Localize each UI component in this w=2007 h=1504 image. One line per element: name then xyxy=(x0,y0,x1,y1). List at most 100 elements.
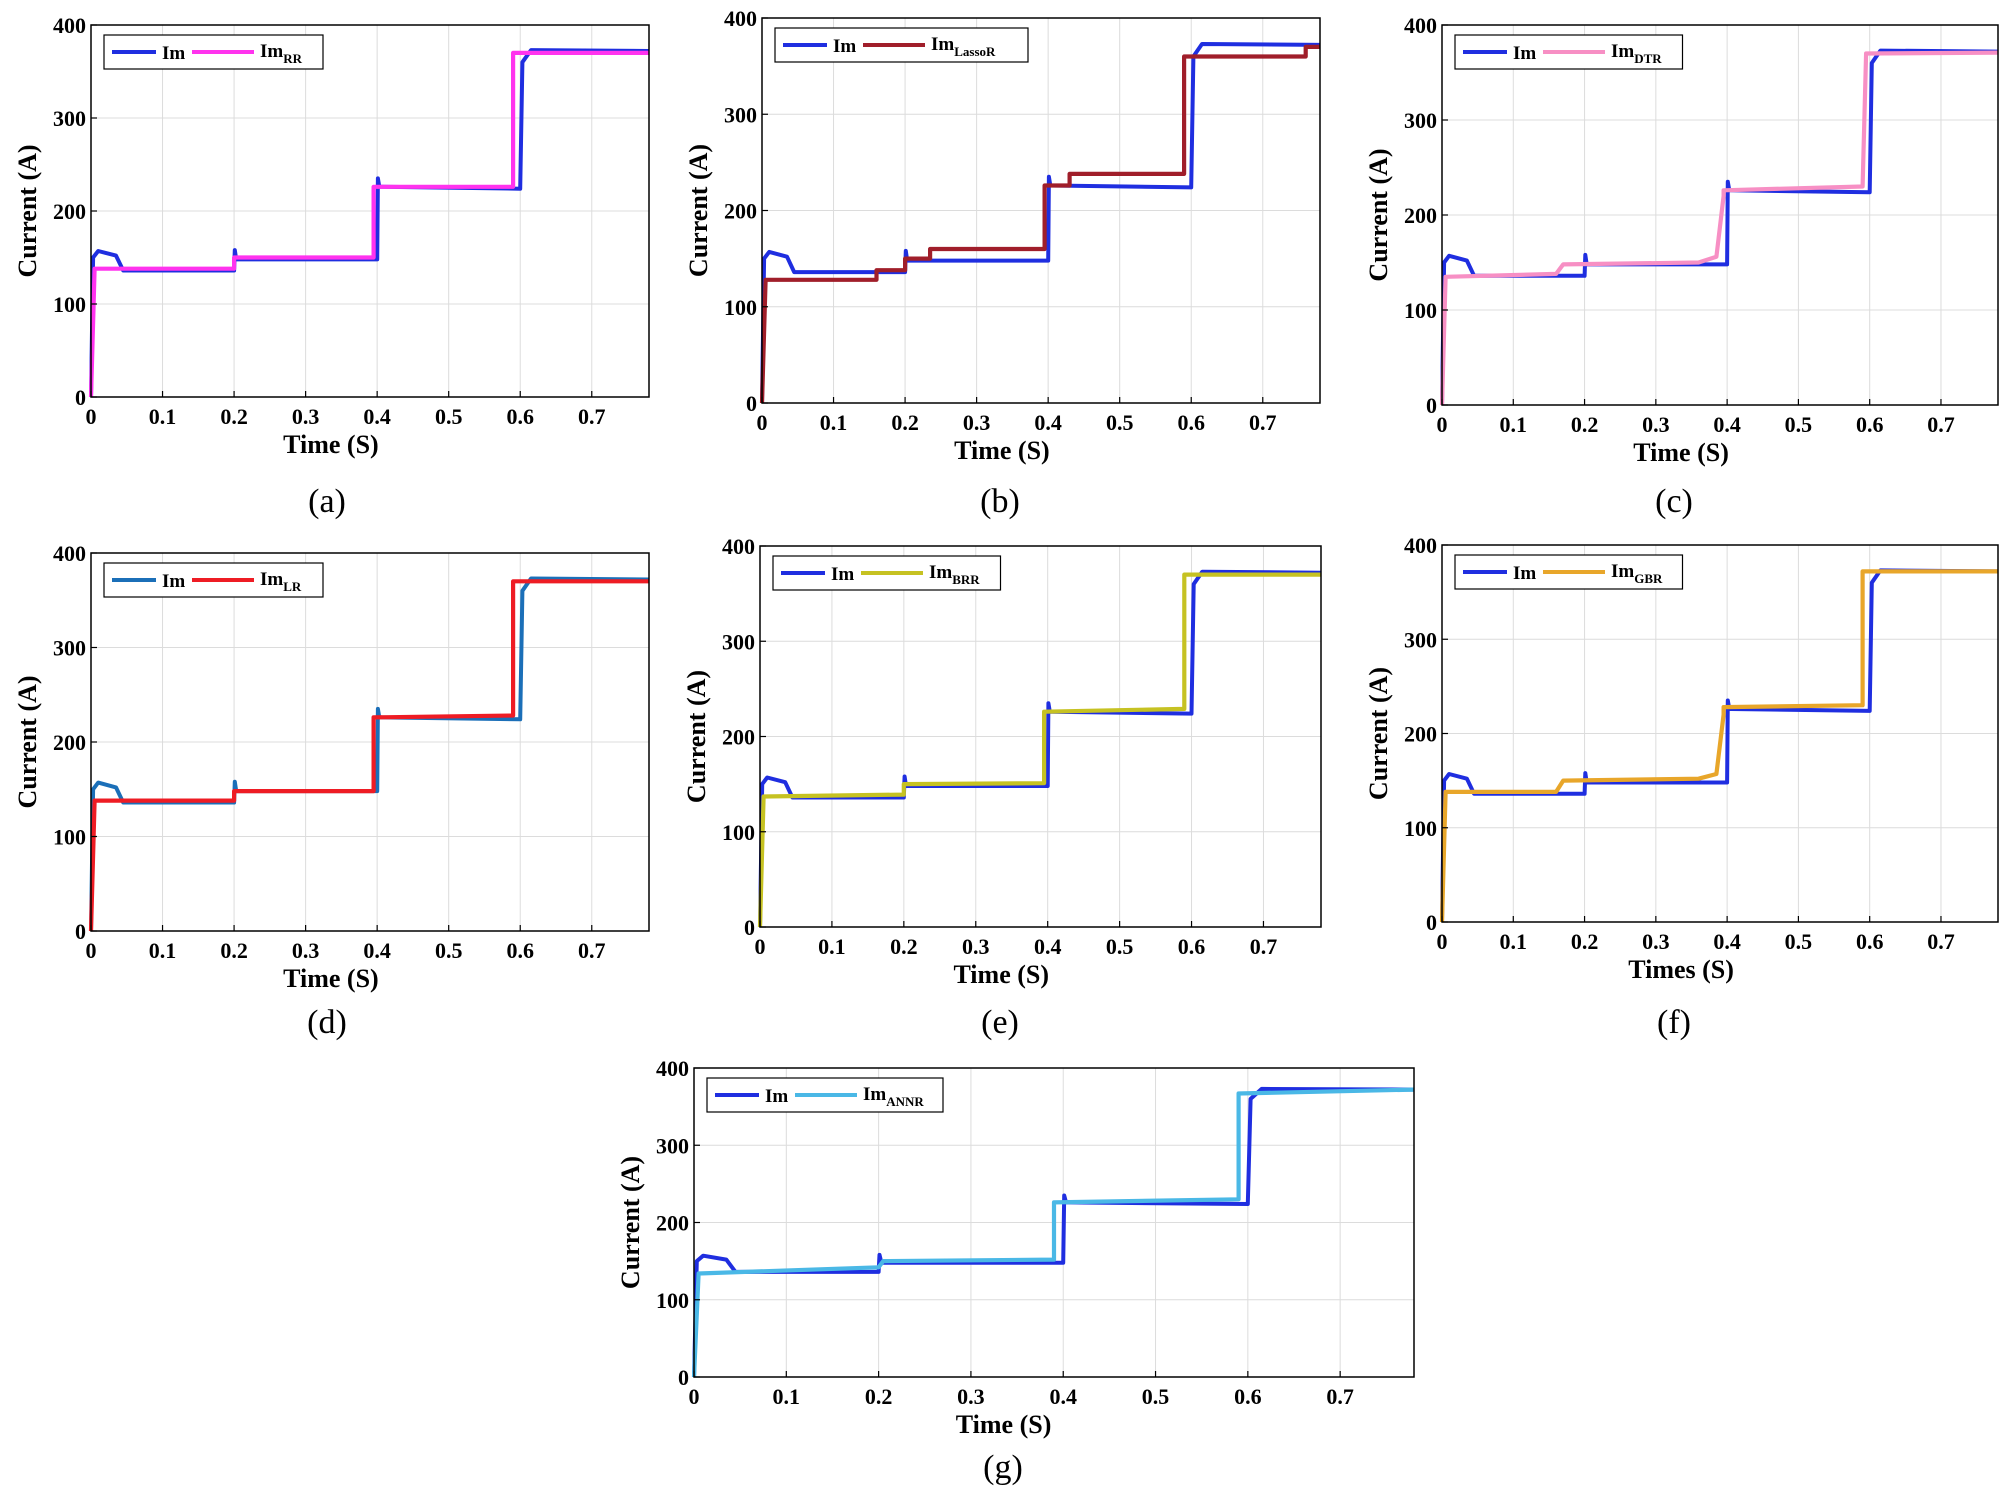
y-tick-label: 0 xyxy=(1426,910,1437,935)
y-tick-label: 300 xyxy=(1404,627,1437,652)
y-tick-label: 400 xyxy=(53,541,86,566)
panel-caption: (d) xyxy=(307,1004,347,1041)
legend: Im ImLR xyxy=(103,562,324,598)
panel-caption: (a) xyxy=(308,483,346,520)
x-tick-label: 0.1 xyxy=(818,934,846,959)
legend: Im ImBRR xyxy=(772,555,1002,591)
x-tick-label: 0.2 xyxy=(1571,412,1599,437)
x-tick-label: 0.5 xyxy=(435,404,463,429)
y-axis-label: Current (A) xyxy=(13,144,42,277)
x-tick-label: 0.1 xyxy=(1500,412,1528,437)
x-tick-label: 0.5 xyxy=(435,938,463,963)
legend-label-im: Im xyxy=(831,564,854,585)
legend-label-im: Im xyxy=(833,36,856,57)
chart-panel-a: 0 0.1 0.2 0.3 0.4 0.5 0.6 0.7 0 100 200 300 400 Time … xyxy=(13,13,650,520)
x-tick-label: 0.7 xyxy=(1250,934,1278,959)
y-tick-label: 300 xyxy=(53,106,86,131)
series-line-dtr xyxy=(1439,50,1999,406)
x-tick-label: 0.7 xyxy=(1249,410,1277,435)
y-tick-label: 200 xyxy=(656,1211,689,1236)
x-tick-label: 0.6 xyxy=(1856,929,1884,954)
legend: Im ImDTR xyxy=(1454,34,1684,70)
panel-caption: (e) xyxy=(981,1004,1019,1041)
series-line-gbr xyxy=(1439,569,1998,923)
series-line-lassor xyxy=(759,44,1320,404)
x-tick-label: 0.1 xyxy=(149,404,177,429)
y-tick-label: 100 xyxy=(722,820,755,845)
y-tick-label: 0 xyxy=(746,391,757,416)
x-tick-label: 0 xyxy=(1437,412,1448,437)
y-tick-label: 200 xyxy=(53,199,86,224)
y-tick-label: 200 xyxy=(724,199,757,224)
y-tick-label: 400 xyxy=(722,534,755,559)
x-tick-label: 0.4 xyxy=(363,938,391,963)
x-axis-label: Time (S) xyxy=(953,960,1049,989)
y-tick-label: 0 xyxy=(75,385,86,410)
x-tick-label: 0.7 xyxy=(1927,412,1955,437)
x-tick-label: 0.5 xyxy=(1142,1384,1170,1409)
series-line-brr xyxy=(757,572,1321,928)
x-tick-label: 0 xyxy=(757,410,768,435)
x-tick-label: 0.3 xyxy=(957,1384,985,1409)
y-tick-label: 200 xyxy=(53,730,86,755)
y-tick-label: 100 xyxy=(1404,298,1437,323)
chart-panel-d: 0 0.1 0.2 0.3 0.4 0.5 0.6 0.7 0 100 200 300 400 Time … xyxy=(13,541,650,1041)
x-tick-label: 0.2 xyxy=(865,1384,893,1409)
x-tick-label: 0.5 xyxy=(1785,412,1813,437)
x-tick-label: 0.4 xyxy=(1034,934,1062,959)
x-axis-label: Time (S) xyxy=(954,436,1050,465)
x-tick-label: 0.7 xyxy=(578,938,606,963)
y-axis-label: Current (A) xyxy=(684,144,713,277)
x-tick-label: 0.4 xyxy=(363,404,391,429)
y-tick-label: 300 xyxy=(53,636,86,661)
panel-caption: (c) xyxy=(1655,483,1693,520)
y-tick-label: 100 xyxy=(724,295,757,320)
x-axis-label: Time (S) xyxy=(283,964,379,993)
y-axis-label: Current (A) xyxy=(1364,667,1393,800)
y-tick-label: 0 xyxy=(678,1365,689,1390)
x-tick-label: 0 xyxy=(86,938,97,963)
legend-label-im: Im xyxy=(162,43,185,64)
x-tick-label: 0.6 xyxy=(1856,412,1884,437)
x-tick-label: 0.4 xyxy=(1049,1384,1077,1409)
y-axis-label: Current (A) xyxy=(682,670,711,803)
y-tick-label: 200 xyxy=(722,725,755,750)
x-axis-label: Times (S) xyxy=(1628,955,1734,984)
y-axis-label: Current (A) xyxy=(1364,148,1393,281)
x-tick-label: 0.2 xyxy=(220,938,248,963)
legend: Im ImANNR xyxy=(706,1077,944,1113)
y-tick-label: 400 xyxy=(656,1056,689,1081)
x-axis-label: Time (S) xyxy=(956,1410,1052,1439)
x-tick-label: 0.6 xyxy=(506,938,534,963)
x-tick-label: 0.6 xyxy=(1177,410,1205,435)
y-tick-label: 0 xyxy=(75,919,86,944)
legend: Im ImGBR xyxy=(1454,554,1684,590)
y-tick-label: 300 xyxy=(724,102,757,127)
panel-caption: (b) xyxy=(980,483,1020,520)
x-tick-label: 0.5 xyxy=(1106,410,1134,435)
series-line-im xyxy=(1440,568,1999,923)
x-tick-label: 0 xyxy=(689,1384,700,1409)
y-tick-label: 100 xyxy=(53,292,86,317)
y-tick-label: 100 xyxy=(1404,816,1437,841)
x-tick-label: 0.3 xyxy=(963,410,991,435)
x-tick-label: 0.4 xyxy=(1713,929,1741,954)
x-tick-label: 0.6 xyxy=(1178,934,1206,959)
x-tick-label: 0.4 xyxy=(1713,412,1741,437)
chart-panel-e: 0 0.1 0.2 0.3 0.4 0.5 0.6 0.7 0 100 200 300 400 Time … xyxy=(682,534,1322,1041)
x-tick-label: 0 xyxy=(755,934,766,959)
legend-label-im: Im xyxy=(162,571,185,592)
x-tick-label: 0.5 xyxy=(1785,929,1813,954)
x-tick-label: 0.3 xyxy=(1642,929,1670,954)
x-tick-label: 0.7 xyxy=(578,404,606,429)
y-tick-label: 100 xyxy=(53,825,86,850)
x-tick-label: 0.3 xyxy=(292,404,320,429)
y-axis-label: Current (A) xyxy=(13,675,42,808)
x-tick-label: 0.6 xyxy=(1234,1384,1262,1409)
x-tick-label: 0.1 xyxy=(773,1384,801,1409)
panel-caption: (g) xyxy=(983,1449,1023,1486)
series-line-lr xyxy=(88,579,649,932)
x-axis-label: Time (S) xyxy=(1633,438,1729,467)
y-tick-label: 0 xyxy=(1426,393,1437,418)
chart-panel-g: 0 0.1 0.2 0.3 0.4 0.5 0.6 0.7 0 100 200 300 400 Time … xyxy=(616,1056,1415,1486)
